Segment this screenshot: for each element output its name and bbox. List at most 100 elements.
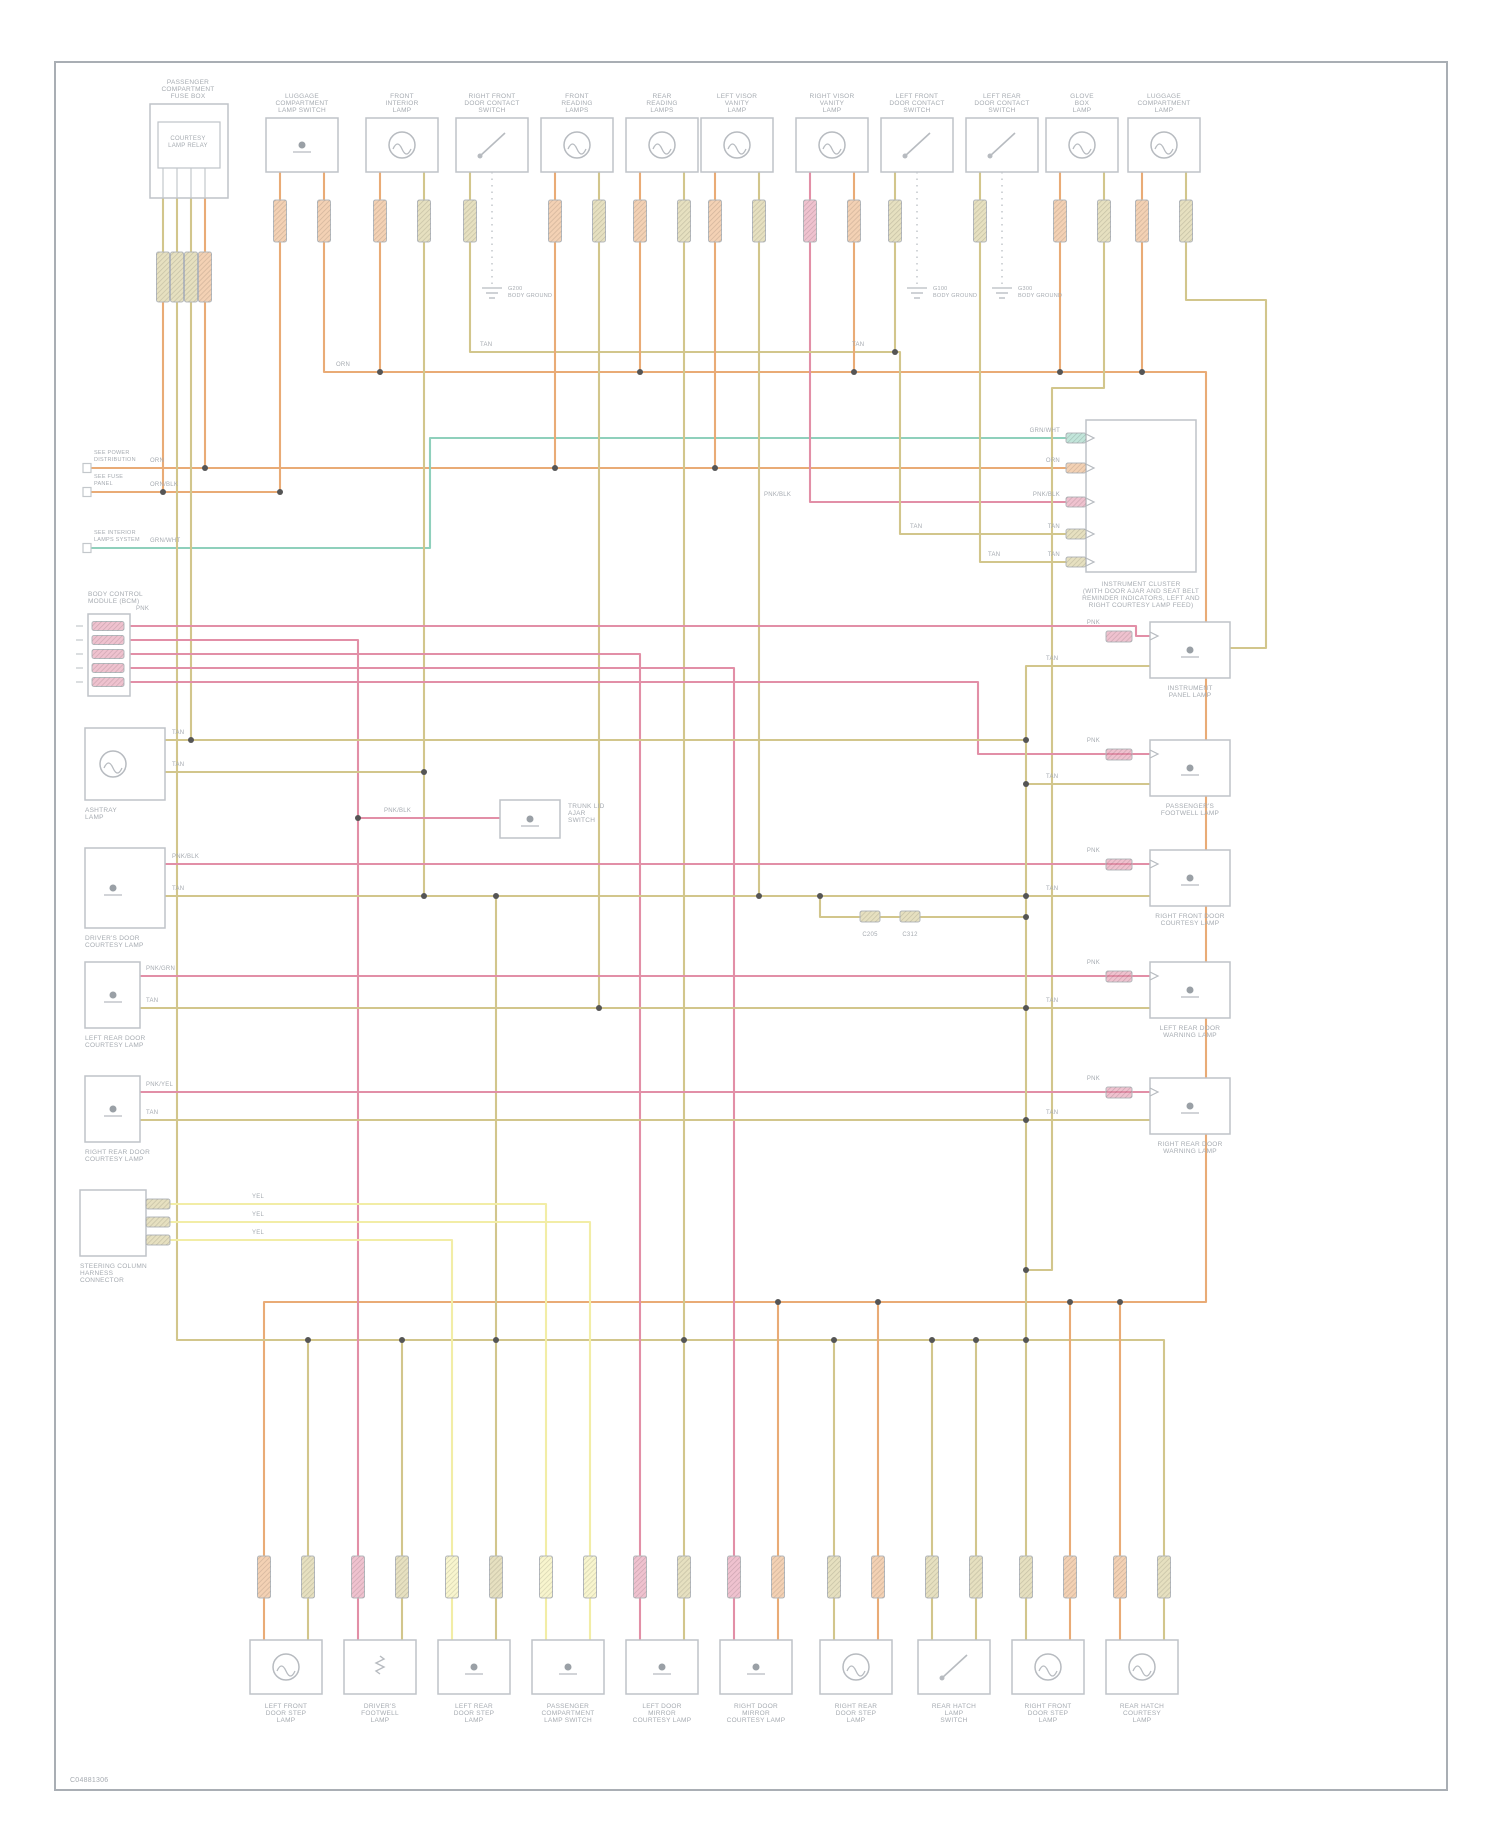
wire-code-label: GRN/WHT [150,538,180,544]
connector-hatch [548,200,562,242]
component-label: DOOR STEP [266,1710,307,1717]
component-box [819,1639,893,1695]
connector-hatch [900,911,920,922]
connector-hatch [888,200,902,242]
component-label: PASSENGER [167,79,209,86]
component-box [1045,117,1119,173]
component-label: DRIVER'S DOOR [85,935,140,942]
filament-icon [727,143,747,155]
wire-code-label: PNK/GRN [146,966,175,972]
component-label: LAMP [945,1710,964,1717]
connector-hatch [860,911,880,922]
connector-hatch [463,200,477,242]
component-label: STEERING COLUMN [80,1263,147,1270]
component-label: LUGGAGE [285,93,319,100]
connector-hatch [1019,1556,1033,1598]
connector-hatch [1113,1556,1127,1598]
component-label: GLOVE [1070,93,1094,100]
filament-icon [103,762,123,774]
pin-arrow-icon [1085,433,1096,443]
connectors-layer [156,172,1193,1640]
component-label: PASSENGER [547,1703,589,1710]
component-label: SWITCH [903,107,930,114]
filament-icon [567,143,587,155]
junction-dot [817,893,823,899]
junction-dot [377,369,383,375]
component-label: RIGHT VISOR [810,93,855,100]
connector-hatch [677,200,691,242]
filament-icon [846,1665,866,1677]
pin-arrow-icon [1085,557,1096,567]
wire-code-label: TAN [1046,774,1058,780]
connector-hatch [1097,200,1111,242]
junction-dot [756,893,762,899]
component-label: INSTRUMENT [1167,685,1212,692]
connector-hatch [1106,971,1132,982]
junction-dot [160,489,166,495]
component-label: FRONT [390,93,414,100]
lamp-icon [1034,1653,1062,1681]
connector-hatch [871,1556,885,1598]
component-box [1105,1639,1179,1695]
feed-terminal-icon [82,542,92,554]
junction-dot [188,737,194,743]
wire-code-label: GRN/WHT [1030,428,1060,434]
wire-code-label: TAN [1046,656,1058,662]
lamp-icon [723,131,751,159]
component-label: MIRROR [742,1710,770,1717]
wire-code-label: TAN [1048,552,1060,558]
switch-blade-icon [941,1654,968,1679]
wire-code-label: PNK [1087,960,1100,966]
component-label: REAR HATCH [1120,1703,1164,1710]
contact-dot-icon [1186,1102,1194,1110]
component-label: LEFT VISOR [717,93,757,100]
wire-code-label: ORN [150,458,164,464]
component-box [365,117,439,173]
wire-tan [1024,664,1150,1556]
contact-dot-icon [109,1105,117,1113]
wires-layer [88,242,1268,1556]
connector-hatch [771,1556,785,1598]
component-label: VANITY [820,100,845,107]
contact-dot-icon [1186,874,1194,882]
junction-dot [1023,781,1029,787]
connector-hatch [1135,200,1149,242]
connector-hatch [677,1556,691,1598]
wire-code-label: YEL [252,1230,265,1236]
lamp-icon [1128,1653,1156,1681]
connector-hatch [633,1556,647,1598]
contact-dot-icon [109,884,117,892]
contact-dot-icon [526,815,534,823]
component-label: LAMPS [565,107,589,114]
junction-dot [637,369,643,375]
connector-hatch [1106,749,1132,760]
junction-dot [1057,369,1063,375]
component-label: LEFT REAR [455,1703,493,1710]
wire-code-label: TAN [480,342,492,348]
junction-dot [493,893,499,899]
wire-tan [1026,242,1106,1272]
wire-code-label: PNK/BLK [172,854,199,860]
component-box [1011,1639,1085,1695]
component-label: LAMP [728,107,747,114]
contact-dot-icon [470,1663,478,1671]
junction-dot [1023,1117,1029,1123]
component-label: PASSENGER'S [1166,803,1215,810]
connector-hatch [146,1235,170,1245]
lamp-icon [1150,131,1178,159]
contact-dot-icon [1186,764,1194,772]
wire-code-label: TAN [172,730,184,736]
wire-code-label: PNK/BLK [764,492,791,498]
component-box [625,117,699,173]
diagram-border [54,61,1448,1791]
connector-hatch [925,1556,939,1598]
junction-dot [305,1337,311,1343]
